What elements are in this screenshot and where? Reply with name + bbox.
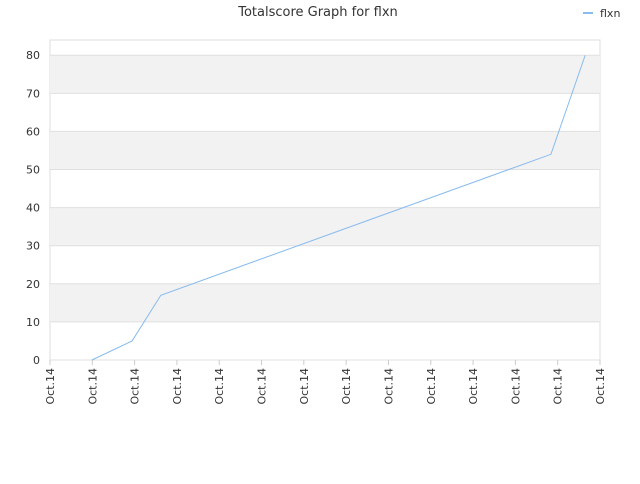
- x-tick-label: Oct.14: [467, 368, 480, 405]
- grid-band: [50, 283, 600, 322]
- y-tick-label: 30: [26, 240, 40, 253]
- y-tick-label: 40: [26, 202, 40, 215]
- grid-band: [50, 207, 600, 246]
- x-tick-label: Oct.14: [86, 368, 99, 405]
- grid-band: [50, 55, 600, 94]
- y-tick-label: 70: [26, 87, 40, 100]
- x-tick-label: Oct.14: [425, 368, 438, 405]
- y-tick-label: 20: [26, 278, 40, 291]
- x-tick-label: Oct.14: [129, 368, 142, 405]
- legend-label: flxn: [600, 7, 620, 20]
- x-tick-label: Oct.14: [171, 368, 184, 405]
- x-tick-label: Oct.14: [509, 368, 522, 405]
- grid-band: [50, 131, 600, 170]
- x-tick-label: Oct.14: [44, 368, 57, 405]
- x-tick-label: Oct.14: [298, 368, 311, 405]
- y-tick-label: 50: [26, 164, 40, 177]
- x-tick-label: Oct.14: [213, 368, 226, 405]
- x-tick-label: Oct.14: [382, 368, 395, 405]
- chart-title: Totalscore Graph for flxn: [237, 5, 398, 20]
- y-tick-label: 80: [26, 49, 40, 62]
- y-tick-label: 0: [33, 354, 40, 367]
- y-tick-label: 60: [26, 125, 40, 138]
- y-tick-label: 10: [26, 316, 40, 329]
- x-tick-label: Oct.14: [552, 368, 565, 405]
- x-tick-label: Oct.14: [340, 368, 353, 405]
- line: [91, 55, 586, 361]
- x-tick-label: Oct.14: [256, 368, 269, 405]
- x-tick-label: Oct.14: [594, 368, 607, 405]
